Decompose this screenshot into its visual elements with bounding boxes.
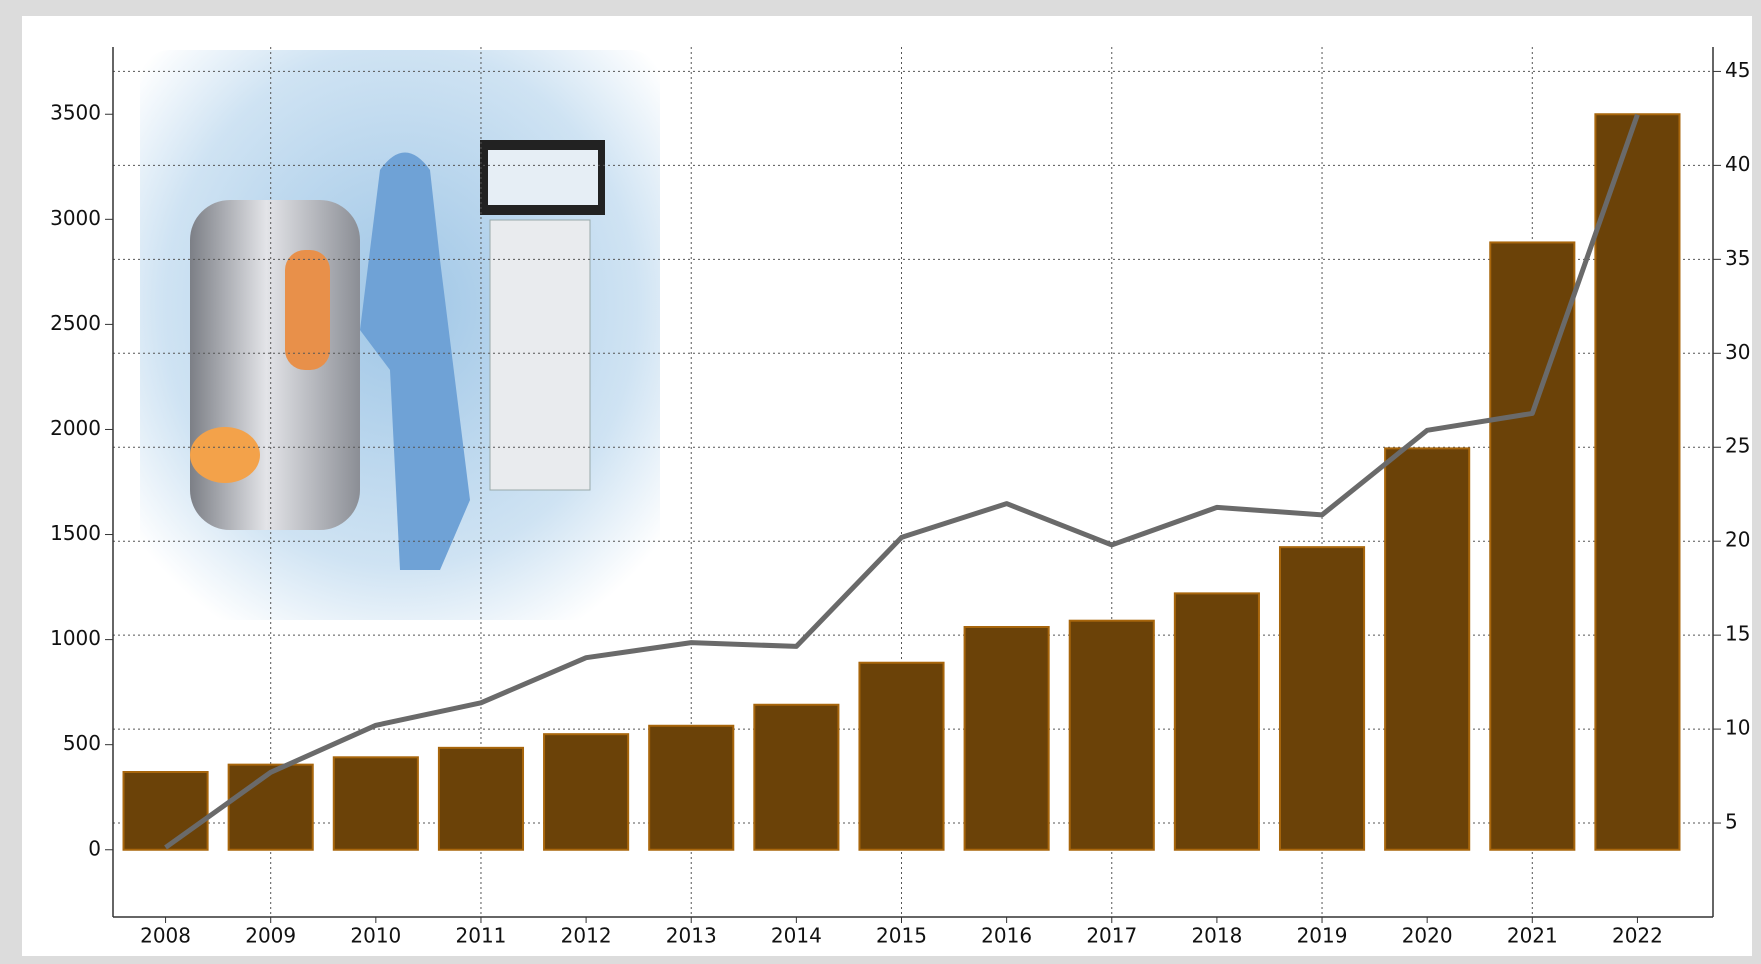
bar — [437, 746, 525, 851]
y-tick-label: 500 — [63, 731, 101, 755]
y2-tick-label: 15 — [1725, 622, 1750, 646]
bar — [543, 733, 630, 851]
y2-tick-label: 30 — [1725, 340, 1750, 364]
x-tick-label: 2008 — [140, 924, 191, 948]
x-tick-label: 2019 — [1297, 924, 1348, 948]
bar — [227, 763, 314, 851]
y2-tick-label: 20 — [1725, 528, 1750, 552]
x-tick-label: 2017 — [1086, 924, 1137, 948]
x-tick-label: 2022 — [1612, 924, 1663, 948]
y2-tick-label: 10 — [1725, 716, 1750, 740]
x-tick-label: 2018 — [1191, 924, 1242, 948]
x-tick-label: 2021 — [1507, 924, 1558, 948]
y-tick-label: 3500 — [50, 101, 101, 125]
x-tick-label: 2020 — [1402, 924, 1453, 948]
bar — [1068, 619, 1155, 851]
photo-cabinet — [489, 219, 591, 491]
y2-tick-label: 35 — [1725, 246, 1750, 270]
bar — [1594, 113, 1681, 851]
bar — [1384, 447, 1471, 851]
x-tick-label: 2016 — [981, 924, 1032, 948]
x-tick-label: 2012 — [561, 924, 612, 948]
bar — [1173, 592, 1260, 851]
y-tick-label: 0 — [88, 836, 101, 860]
y2-tick-label: 5 — [1725, 810, 1738, 834]
y2-tick-label: 40 — [1725, 152, 1750, 176]
x-tick-label: 2015 — [876, 924, 927, 948]
y-tick-label: 1500 — [50, 521, 101, 545]
bar — [648, 724, 735, 851]
y2-tick-label: 25 — [1725, 434, 1750, 458]
y-tick-label: 2000 — [50, 416, 101, 440]
x-tick-label: 2010 — [350, 924, 401, 948]
photo-light — [190, 427, 260, 483]
bar — [122, 771, 209, 851]
plot: 0 500 1000 1500 2000 2500 3000 3500 5 10 15 20 25 30 3… — [50, 47, 1750, 948]
x-tick-label: 2014 — [771, 924, 822, 948]
bar — [332, 756, 419, 851]
y2-tick-label: 45 — [1725, 58, 1750, 82]
photo-display — [488, 150, 598, 205]
line — [164, 113, 1640, 850]
x-tick-label: 2011 — [456, 924, 507, 948]
bar — [1278, 546, 1366, 851]
bar — [753, 703, 840, 851]
bar — [858, 661, 945, 851]
photo-person — [360, 152, 470, 570]
y-tick-label: 2500 — [50, 311, 101, 335]
photo — [140, 50, 660, 620]
photo-window — [285, 250, 330, 370]
bar — [1489, 241, 1576, 851]
x-tick-label: 2013 — [666, 924, 717, 948]
bar — [963, 626, 1050, 851]
x-tick-label: 2009 — [245, 924, 296, 948]
y-tick-label: 3000 — [50, 206, 101, 230]
y-tick-label: 1000 — [50, 626, 101, 650]
